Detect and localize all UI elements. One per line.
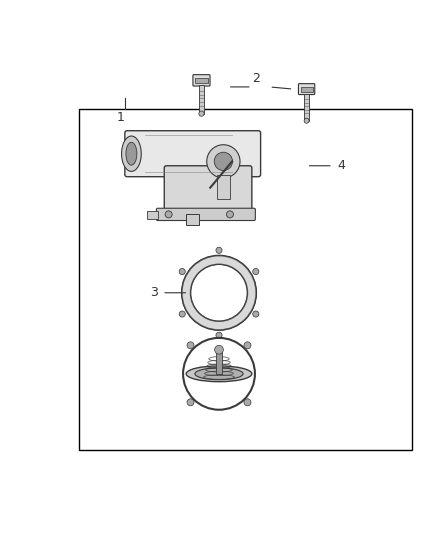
Ellipse shape: [186, 366, 252, 382]
Ellipse shape: [199, 111, 204, 116]
Bar: [186, 214, 199, 225]
Circle shape: [244, 399, 251, 406]
Bar: [79, 109, 412, 450]
Circle shape: [214, 152, 233, 171]
Circle shape: [215, 345, 223, 354]
Text: 1: 1: [117, 111, 124, 124]
Bar: [304, 94, 309, 121]
Text: 3: 3: [150, 286, 158, 300]
Circle shape: [226, 211, 233, 218]
Circle shape: [165, 211, 172, 218]
Bar: [217, 174, 230, 199]
Circle shape: [253, 269, 259, 274]
FancyBboxPatch shape: [164, 166, 252, 214]
Bar: [195, 78, 208, 83]
Ellipse shape: [126, 142, 137, 165]
Circle shape: [179, 269, 185, 274]
Bar: [300, 87, 313, 92]
Circle shape: [253, 311, 259, 317]
Circle shape: [216, 247, 222, 253]
FancyBboxPatch shape: [156, 208, 255, 221]
FancyBboxPatch shape: [298, 84, 315, 94]
Circle shape: [244, 342, 251, 349]
Text: 4: 4: [337, 159, 345, 172]
Circle shape: [179, 311, 185, 317]
Ellipse shape: [121, 136, 141, 172]
Ellipse shape: [195, 368, 243, 379]
Bar: [199, 85, 204, 114]
Circle shape: [187, 342, 194, 349]
Bar: [216, 350, 222, 374]
Ellipse shape: [304, 118, 309, 123]
FancyBboxPatch shape: [125, 131, 261, 177]
Bar: [147, 212, 158, 219]
FancyBboxPatch shape: [193, 75, 210, 86]
Circle shape: [207, 145, 240, 178]
Circle shape: [216, 332, 222, 338]
Text: 2: 2: [252, 72, 260, 85]
Circle shape: [187, 399, 194, 406]
